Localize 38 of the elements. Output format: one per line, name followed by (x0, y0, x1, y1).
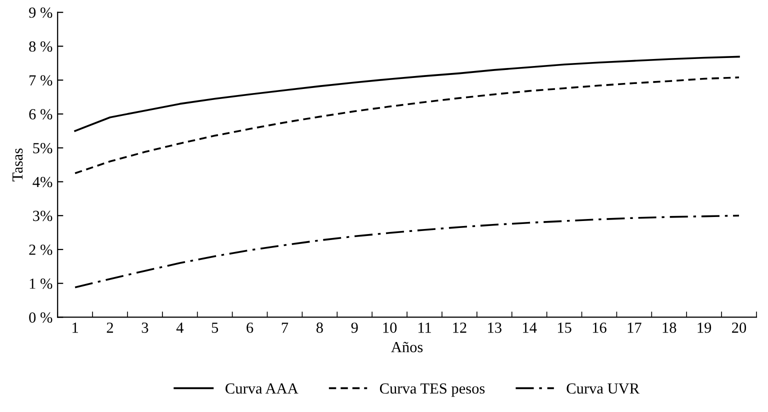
y-tick-label: 4% (32, 176, 52, 188)
x-tick-label: 5 (212, 322, 218, 333)
y-tick-label: 3% (33, 210, 52, 222)
x-tick-label: 1 (72, 322, 78, 333)
y-tick-label: 9 % (29, 8, 52, 18)
x-tick-label: 19 (698, 322, 712, 333)
x-tick-label: 12 (453, 322, 466, 333)
y-tick-label: 2 % (29, 244, 52, 255)
x-tick-label: 13 (488, 322, 502, 333)
y-tick-label: 1 % (30, 278, 52, 289)
x-tick-label: 11 (418, 322, 431, 333)
x-tick-label: 6 (246, 322, 254, 333)
x-tick-label: 17 (628, 322, 642, 333)
legend-label: Curva TES pesos (380, 383, 485, 397)
x-tick-label: 2 (106, 322, 113, 333)
x-tick-label: 15 (558, 322, 572, 333)
legend-label: Curva AAA (226, 383, 298, 394)
x-tick-label: 3 (142, 322, 148, 333)
line-series (74, 76, 740, 174)
x-tick-label: 16 (592, 322, 606, 333)
y-tick-label: 6 % (29, 109, 52, 120)
x-tick-label: 18 (662, 322, 676, 333)
line-series (74, 56, 740, 132)
legend-label: Curva UVR (566, 383, 640, 394)
x-tick-label: 7 (282, 322, 288, 333)
x-tick-label: 8 (316, 322, 323, 333)
y-tick-label: 5% (33, 143, 52, 154)
x-tick-label: 14 (523, 322, 537, 333)
x-tick-label: 9 (351, 322, 358, 333)
line-series (74, 214, 740, 288)
y-tick-label: 8 % (29, 41, 52, 52)
y-tick-label: 7 % (30, 75, 52, 86)
x-tick-label: 20 (732, 322, 746, 333)
y-tick-label: 0 % (29, 312, 52, 323)
x-tick-label: 4 (176, 322, 184, 333)
y-axis-title: Tasas (12, 148, 23, 182)
x-axis-title: Años (391, 342, 423, 352)
x-tick-label: 10 (383, 322, 397, 333)
